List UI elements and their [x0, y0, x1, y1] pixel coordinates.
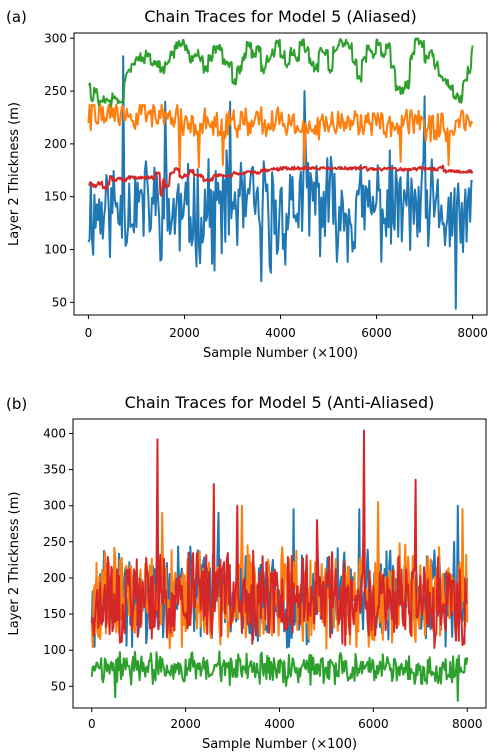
chart-b-x-axis-label: Sample Number (×100) [202, 737, 357, 752]
chart-a-x-tick-label: 6000 [361, 326, 392, 340]
chart-b-x-tick-label: 8000 [452, 717, 483, 731]
chart-b-y-tick-label: 100 [43, 643, 66, 657]
chart-b-y-tick-label: 300 [43, 499, 66, 513]
chart-a-y-axis-label: Layer 2 Thickness (m) [7, 102, 22, 246]
chart-b-panel-label: (b) [6, 395, 27, 413]
chart-b-y-tick-label: 50 [51, 679, 66, 693]
chart-a-y-tick-label: 300 [44, 31, 67, 45]
chart-a-y-tick-label: 100 [44, 243, 67, 257]
chart-a-series-line-2 [87, 103, 474, 177]
chart-a-series-line-1 [87, 55, 474, 310]
chart-b-y-tick-label: 400 [43, 426, 66, 440]
chart-a-title: Chain Traces for Model 5 (Aliased) [144, 7, 417, 26]
chart-b-y-tick-label: 250 [43, 535, 66, 549]
chart-b-x-tick-label: 6000 [358, 717, 389, 731]
chart-a-x-tick-label: 2000 [169, 326, 200, 340]
chart-b-x-tick-label: 2000 [170, 717, 201, 731]
chart-a-panel-label: (a) [6, 8, 27, 26]
chart-a-y-tick-label: 200 [44, 137, 67, 151]
chart-a-x-tick-label: 4000 [265, 326, 296, 340]
chart-panel-b: (b) Chain Traces for Model 5 (Anti-Aliase… [6, 393, 487, 752]
chart-b-x-tick-label: 0 [88, 717, 96, 731]
chart-a-x-axis-label: Sample Number (×100) [203, 346, 358, 361]
chart-b-y-tick-label: 150 [43, 607, 66, 621]
chart-b-series-line-4 [90, 429, 469, 649]
chart-a-y-tick-label: 150 [44, 190, 67, 204]
chart-a-x-tick-label: 8000 [457, 326, 488, 340]
chart-a-y-tick-label: 50 [52, 295, 67, 309]
chart-b-y-tick-label: 200 [43, 571, 66, 585]
chart-b-title: Chain Traces for Model 5 (Anti-Aliased) [125, 393, 435, 412]
chart-b-series-line-3 [90, 650, 469, 702]
chart-panel-a: (a) Chain Traces for Model 5 (Aliased) 0 20… [6, 7, 488, 361]
chart-b-x-tick-label: 4000 [264, 717, 295, 731]
chart-a-y-tick-label: 250 [44, 84, 67, 98]
chart-a-x-tick-label: 0 [85, 326, 93, 340]
chart-a-series-line-3 [88, 37, 474, 108]
chart-b-y-axis-label: Layer 2 Thickness (m) [7, 492, 22, 636]
chart-b-y-tick-label: 350 [43, 463, 66, 477]
chart-a-series-line-4 [88, 164, 474, 197]
